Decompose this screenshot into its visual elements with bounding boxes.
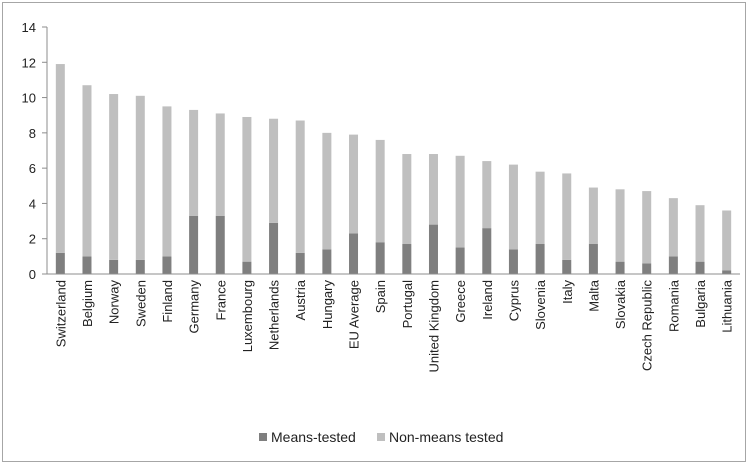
x-tick-label: Italy bbox=[560, 280, 575, 304]
y-tick-label: 10 bbox=[22, 91, 36, 106]
legend-non-means-tested-label: Non-means tested bbox=[389, 429, 503, 445]
bar-means-tested bbox=[295, 252, 305, 274]
x-tick-label: Germany bbox=[187, 280, 202, 334]
bar-means-tested bbox=[695, 261, 705, 274]
bar-non-means-tested bbox=[162, 106, 172, 257]
bars bbox=[55, 64, 732, 274]
bar-non-means-tested bbox=[695, 205, 705, 262]
bar-non-means-tested bbox=[295, 120, 305, 253]
bar-non-means-tested bbox=[322, 132, 332, 250]
bar-means-tested bbox=[428, 224, 438, 274]
bar-means-tested bbox=[55, 252, 65, 274]
x-tick-label: Finland bbox=[160, 280, 175, 323]
bar-means-tested bbox=[135, 259, 145, 274]
x-tick-label: Belgium bbox=[80, 280, 95, 327]
bar-means-tested bbox=[322, 249, 332, 274]
x-tick-label: Lithuania bbox=[720, 279, 735, 333]
bar-non-means-tested bbox=[349, 134, 359, 234]
bar-non-means-tested bbox=[562, 173, 572, 260]
y-tick-label: 2 bbox=[29, 232, 36, 247]
bar-means-tested bbox=[349, 233, 359, 274]
x-tick-label: Bulgaria bbox=[693, 279, 708, 327]
x-tick-label: France bbox=[213, 280, 228, 320]
bar-means-tested bbox=[82, 256, 92, 274]
y-tick-label: 8 bbox=[29, 126, 36, 141]
bar-non-means-tested bbox=[109, 94, 119, 260]
bar-non-means-tested bbox=[242, 116, 252, 262]
x-tick-label: Sweden bbox=[133, 280, 148, 327]
bar-non-means-tested bbox=[482, 161, 492, 229]
y-axis: 0 2 4 6 8 10 12 14 bbox=[22, 20, 48, 282]
legend: Means-tested Non-means tested bbox=[259, 429, 503, 445]
bar-non-means-tested bbox=[668, 198, 678, 257]
bar-means-tested bbox=[162, 256, 172, 274]
bar-non-means-tested bbox=[455, 155, 465, 248]
x-tick-label: Czech Republic bbox=[640, 280, 655, 372]
x-tick-label: Portugal bbox=[400, 280, 415, 329]
bar-means-tested bbox=[482, 228, 492, 274]
x-tick-label: EU Average bbox=[347, 280, 362, 349]
x-tick-label: Spain bbox=[373, 280, 388, 313]
legend-means-tested-swatch bbox=[259, 433, 267, 441]
bar-means-tested bbox=[455, 247, 465, 274]
bar-non-means-tested bbox=[428, 154, 438, 225]
bar-non-means-tested bbox=[375, 139, 385, 243]
bar-non-means-tested bbox=[215, 113, 225, 216]
bar-means-tested bbox=[215, 215, 225, 274]
bar-non-means-tested bbox=[55, 64, 65, 253]
bar-non-means-tested bbox=[615, 189, 625, 262]
bar-non-means-tested bbox=[508, 164, 518, 250]
bar-means-tested bbox=[562, 259, 572, 274]
bar-non-means-tested bbox=[588, 187, 598, 245]
bar-non-means-tested bbox=[642, 191, 652, 264]
bar-means-tested bbox=[615, 261, 625, 274]
x-tick-label: Slovenia bbox=[533, 279, 548, 330]
bar-means-tested bbox=[508, 249, 518, 274]
bar-non-means-tested bbox=[135, 95, 145, 260]
x-tick-label: Switzerland bbox=[53, 280, 68, 347]
x-tick-label: Ireland bbox=[480, 280, 495, 320]
bar-means-tested bbox=[668, 256, 678, 274]
bar-means-tested bbox=[402, 244, 412, 274]
legend-non-means-tested-swatch bbox=[377, 433, 385, 441]
x-tick-label: Luxembourg bbox=[240, 280, 255, 352]
bar-non-means-tested bbox=[722, 210, 732, 271]
bar-non-means-tested bbox=[82, 85, 92, 257]
bar-non-means-tested bbox=[535, 171, 545, 245]
x-axis: Switzerland Belgium Norway Sweden Finland Ger… bbox=[47, 273, 740, 373]
x-tick-label: Austria bbox=[293, 279, 308, 320]
x-tick-label: Netherlands bbox=[267, 280, 282, 351]
y-tick-label: 4 bbox=[29, 196, 36, 211]
bar-means-tested bbox=[588, 244, 598, 274]
bar-means-tested bbox=[642, 263, 652, 274]
x-tick-label: Hungary bbox=[320, 280, 335, 330]
bar-non-means-tested bbox=[189, 109, 199, 216]
y-tick-label: 6 bbox=[29, 161, 36, 176]
y-tick-label: 14 bbox=[22, 20, 36, 35]
y-tick-label: 0 bbox=[29, 267, 36, 282]
bar-means-tested bbox=[269, 222, 279, 274]
bar-non-means-tested bbox=[269, 118, 279, 223]
bar-means-tested bbox=[189, 215, 199, 274]
bar-means-tested bbox=[535, 244, 545, 274]
bar-means-tested bbox=[375, 242, 385, 274]
x-tick-label: Norway bbox=[107, 280, 122, 325]
bar-non-means-tested bbox=[402, 154, 412, 245]
x-tick-label: Cyprus bbox=[506, 280, 521, 322]
x-tick-label: Slovakia bbox=[613, 279, 628, 329]
bar-means-tested bbox=[242, 261, 252, 274]
bar-means-tested bbox=[722, 270, 732, 274]
x-tick-label: Malta bbox=[586, 279, 601, 312]
legend-means-tested-label: Means-tested bbox=[271, 429, 356, 445]
bar-means-tested bbox=[109, 259, 119, 274]
y-tick-label: 12 bbox=[22, 55, 36, 70]
x-tick-label: United Kingdom bbox=[426, 280, 441, 373]
x-tick-label: Romania bbox=[666, 279, 681, 332]
x-tick-label: Greece bbox=[453, 280, 468, 323]
